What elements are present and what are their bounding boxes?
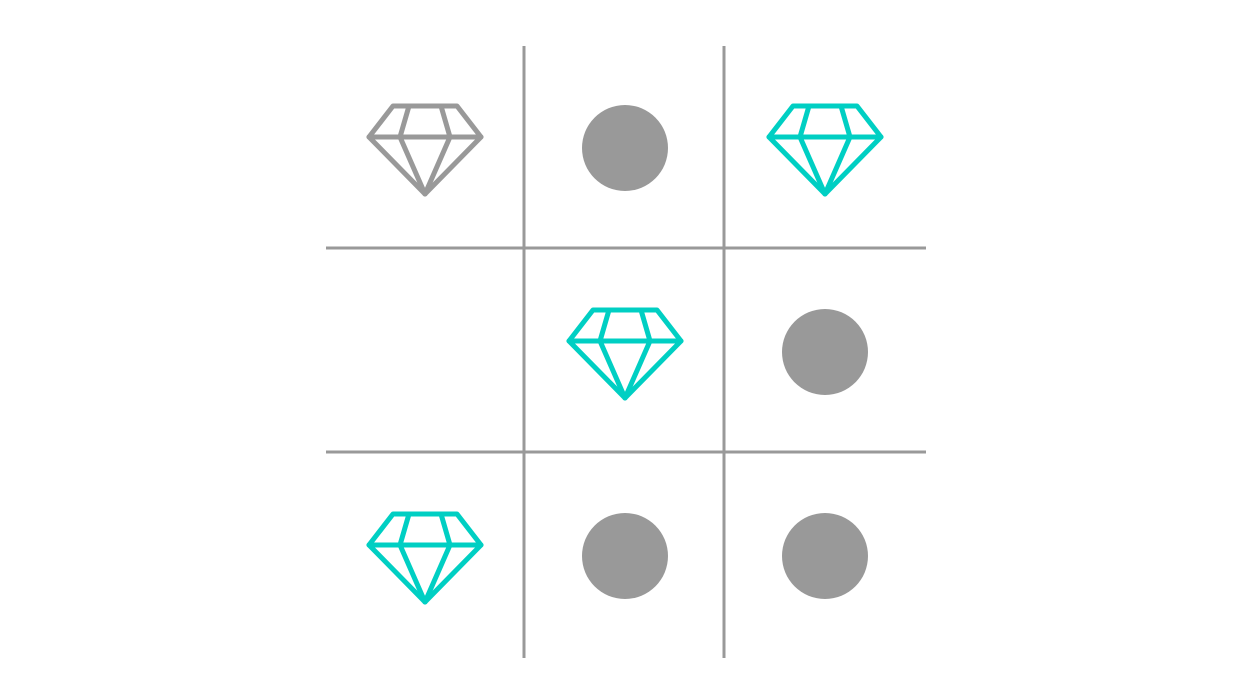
board-cell-r1c3[interactable] bbox=[726, 46, 926, 250]
board-cell-r3c2[interactable] bbox=[526, 454, 726, 658]
board-cell-r2c3[interactable] bbox=[726, 250, 926, 454]
circle-piece bbox=[582, 513, 668, 599]
board-cell-r1c1[interactable] bbox=[326, 46, 526, 250]
cell-hit-area[interactable] bbox=[326, 46, 526, 250]
board-cell-r1c2[interactable] bbox=[526, 46, 726, 250]
diamond-icon bbox=[366, 511, 484, 605]
circle-piece bbox=[582, 105, 668, 191]
grid-lines bbox=[326, 46, 926, 658]
diamond-icon bbox=[766, 103, 884, 197]
diamond-icon bbox=[366, 103, 484, 197]
cell-hit-area[interactable] bbox=[726, 46, 926, 250]
board-cell-r3c3[interactable] bbox=[726, 454, 926, 658]
circle-piece bbox=[782, 309, 868, 395]
board-cell-r3c1[interactable] bbox=[326, 454, 526, 658]
cell-hit-area[interactable] bbox=[326, 454, 526, 658]
board-cell-r2c2[interactable] bbox=[526, 250, 726, 454]
diamond-icon bbox=[566, 307, 684, 401]
circle-piece bbox=[782, 513, 868, 599]
cell-hit-area[interactable] bbox=[526, 250, 726, 454]
cell-hit-area[interactable] bbox=[326, 250, 526, 454]
board-cells bbox=[326, 46, 926, 658]
board-cell-r2c1[interactable] bbox=[326, 250, 526, 454]
